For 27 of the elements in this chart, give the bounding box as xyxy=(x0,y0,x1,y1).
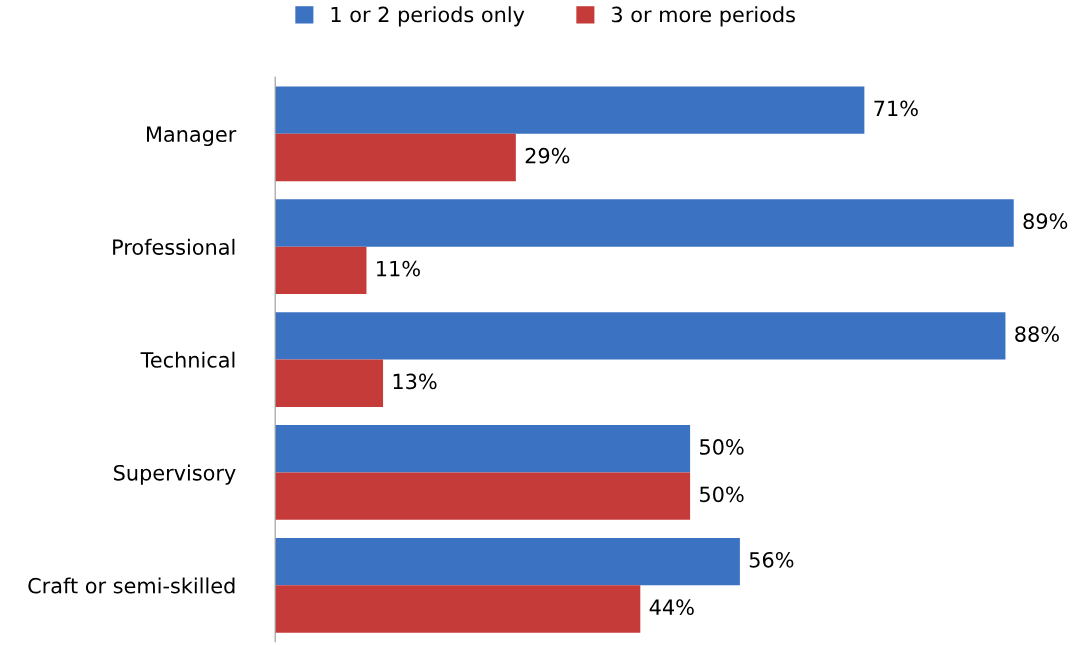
data-label: 88% xyxy=(1015,326,1059,342)
bar xyxy=(275,472,691,520)
bar xyxy=(275,199,1014,247)
y-tick-label: Supervisory xyxy=(114,464,236,485)
y-tick-label: Professional xyxy=(113,238,235,255)
data-label: 44% xyxy=(649,599,694,616)
bar xyxy=(275,585,641,633)
data-label: 71% xyxy=(874,100,918,117)
data-label: 56% xyxy=(749,551,794,568)
bar xyxy=(275,425,691,473)
y-tick-label: Manager xyxy=(147,126,237,147)
y-tick-label: Technical xyxy=(140,351,235,368)
legend-label: 3 or more periods xyxy=(611,6,795,27)
bar xyxy=(275,359,384,407)
data-label: 13% xyxy=(393,373,437,390)
data-label: 29% xyxy=(525,147,570,164)
data-label: 50% xyxy=(700,486,744,503)
bar xyxy=(275,86,865,134)
data-label: 11% xyxy=(377,260,420,277)
bar xyxy=(275,312,1006,360)
data-label: 50% xyxy=(700,439,744,455)
bar xyxy=(275,246,367,295)
y-tick-label: Craft or semi-skilled xyxy=(28,577,235,594)
bar xyxy=(275,133,516,182)
data-label: 89% xyxy=(1023,213,1068,230)
bar xyxy=(275,537,740,586)
legend-label: 1 or 2 periods only xyxy=(331,6,525,27)
